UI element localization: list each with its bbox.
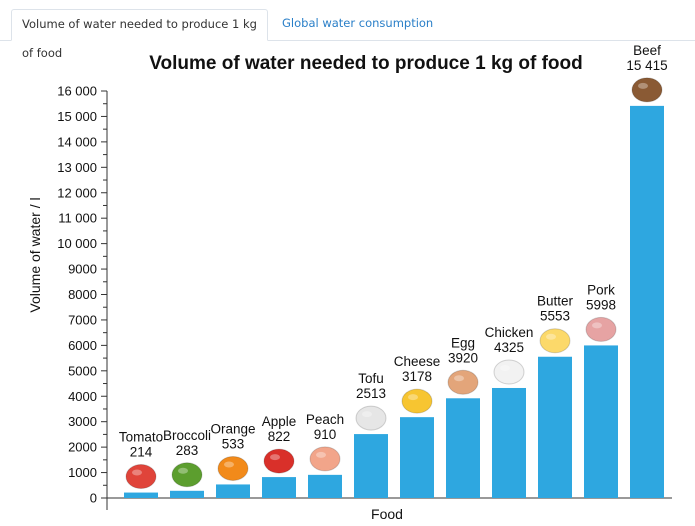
- broccoli-icon: [171, 462, 203, 488]
- category-label: Egg: [451, 335, 475, 350]
- bar-egg: [446, 398, 480, 498]
- value-label: 283: [176, 443, 199, 458]
- value-label: 822: [268, 429, 291, 444]
- category-label: Apple: [262, 414, 297, 429]
- y-tick-label: 15 000: [57, 109, 97, 124]
- bar-tofu: [354, 434, 388, 498]
- bar-chicken: [492, 387, 526, 498]
- bar-beef: [630, 105, 664, 499]
- value-label: 5553: [540, 309, 570, 324]
- category-label: Pork: [587, 282, 615, 297]
- y-tick-label: 14 000: [57, 134, 97, 149]
- bar-peach: [308, 474, 342, 498]
- value-label: 3178: [402, 369, 432, 384]
- category-label: Tofu: [358, 371, 384, 386]
- category-label: Tomato: [119, 430, 163, 445]
- y-axis-label: Volume of water / l: [27, 197, 43, 312]
- value-label: 533: [222, 436, 245, 451]
- bar-cheese: [400, 417, 434, 498]
- bar-pork: [584, 345, 618, 498]
- tomato-icon: [125, 464, 157, 490]
- category-label: Broccoli: [163, 428, 211, 443]
- chicken-icon: [493, 359, 525, 385]
- x-axis-label: Food: [371, 506, 403, 522]
- y-tick-label: 9000: [68, 262, 97, 277]
- cheese-icon: [401, 388, 433, 414]
- value-label: 3920: [448, 350, 478, 365]
- value-label: 2513: [356, 386, 386, 401]
- category-label: Chicken: [485, 325, 534, 340]
- value-label: 5998: [586, 297, 616, 312]
- pig-icon: [585, 316, 617, 342]
- y-tick-label: 10 000: [57, 236, 97, 251]
- y-tick-label: 0: [90, 491, 97, 506]
- tab-global-consumption[interactable]: Global water consumption: [282, 16, 434, 30]
- egg-icon: [447, 369, 479, 395]
- value-label: 15 415: [626, 58, 667, 73]
- tofu-icon: [355, 405, 387, 431]
- y-tick-label: 13 000: [57, 160, 97, 175]
- value-label: 214: [130, 445, 153, 460]
- butter-icon: [539, 328, 571, 354]
- peach-icon: [309, 446, 341, 472]
- chart-title: Volume of water needed to produce 1 kg o…: [149, 53, 583, 74]
- tab-bar: Volume of water needed to produce 1 kg o…: [0, 0, 695, 60]
- orange-icon: [217, 455, 249, 481]
- y-tick-label: 8000: [68, 287, 97, 302]
- category-label: Butter: [537, 294, 574, 309]
- y-tick-label: 7000: [68, 312, 97, 327]
- tab-water-per-kg[interactable]: Volume of water needed to produce 1 kg o…: [11, 9, 268, 60]
- y-tick-label: 1000: [68, 465, 97, 480]
- value-label: 4325: [494, 340, 524, 355]
- category-label: Orange: [210, 421, 255, 436]
- bar-tomato: [124, 492, 158, 498]
- y-tick-label: 12 000: [57, 185, 97, 200]
- cow-icon: [631, 77, 663, 103]
- value-label: 910: [314, 427, 337, 442]
- y-tick-label: 6000: [68, 338, 97, 353]
- y-tick-label: 16 000: [57, 84, 97, 99]
- apple-icon: [263, 448, 295, 474]
- category-label: Peach: [306, 412, 344, 427]
- bar-orange: [216, 484, 250, 498]
- bar-apple: [262, 477, 296, 498]
- bar-butter: [538, 356, 572, 498]
- y-tick-label: 2000: [68, 440, 97, 455]
- y-tick-label: 11 000: [58, 211, 97, 226]
- y-tick-label: 5000: [68, 363, 97, 378]
- y-tick-label: 3000: [68, 414, 97, 429]
- bar-broccoli: [170, 490, 204, 498]
- category-label: Beef: [633, 43, 661, 58]
- category-label: Cheese: [394, 354, 441, 369]
- y-tick-label: 4000: [68, 389, 97, 404]
